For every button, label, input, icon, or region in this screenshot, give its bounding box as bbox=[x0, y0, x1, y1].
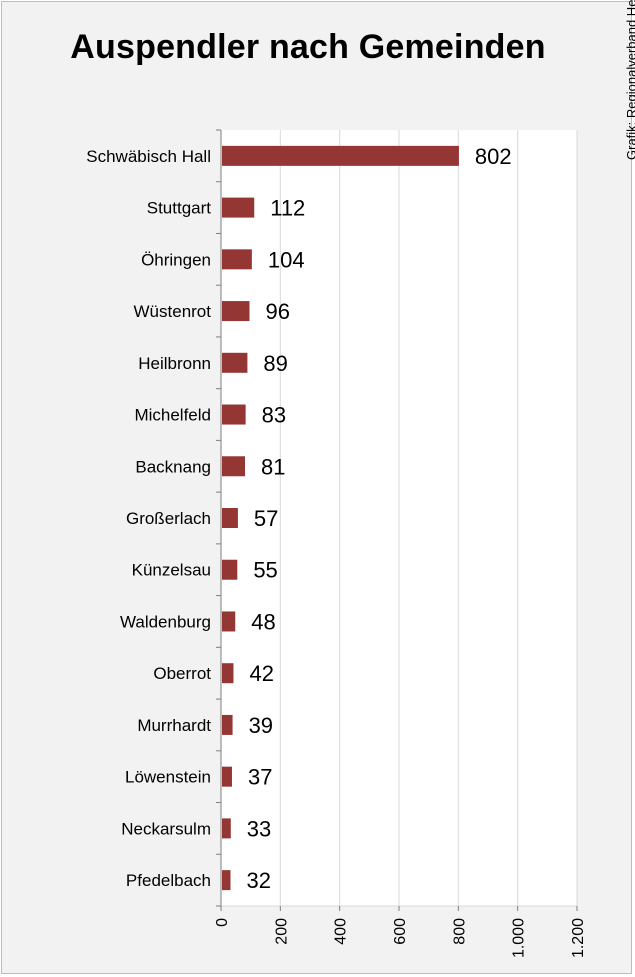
value-label: 89 bbox=[263, 351, 287, 376]
bar bbox=[222, 611, 236, 632]
x-tick-label: 600 bbox=[392, 918, 409, 945]
value-label: 33 bbox=[247, 816, 271, 841]
bar bbox=[222, 197, 255, 218]
bar bbox=[222, 456, 246, 477]
bar bbox=[222, 404, 246, 425]
category-label: Wüstenrot bbox=[134, 302, 212, 321]
x-axis-ticks: 0 200 400 600 800 1.000 1.200 bbox=[214, 129, 587, 958]
category-label: Michelfeld bbox=[134, 406, 211, 425]
value-label: 48 bbox=[251, 609, 275, 634]
category-label: Murrhardt bbox=[137, 716, 211, 735]
bar bbox=[222, 249, 252, 270]
value-label: 39 bbox=[249, 713, 273, 738]
category-label: Heilbronn bbox=[138, 354, 211, 373]
bar bbox=[222, 508, 238, 528]
category-label: Stuttgart bbox=[147, 199, 212, 218]
bar bbox=[222, 818, 231, 839]
x-tick-label: 1.000 bbox=[511, 918, 528, 958]
value-label: 104 bbox=[268, 247, 305, 272]
category-label: Waldenburg bbox=[120, 612, 211, 631]
bar bbox=[222, 352, 248, 373]
bar bbox=[222, 663, 234, 684]
value-label: 55 bbox=[253, 558, 277, 583]
bar bbox=[222, 145, 459, 166]
value-label: 37 bbox=[248, 765, 272, 790]
bar bbox=[222, 714, 233, 735]
value-labels: 802 112 104 96 89 83 81 57 55 48 42 39 37 33 32 bbox=[246, 144, 511, 893]
value-label: 96 bbox=[265, 299, 289, 324]
category-label: Oberrot bbox=[153, 664, 211, 683]
bar bbox=[222, 559, 238, 580]
x-tick-label: 400 bbox=[333, 918, 350, 945]
bar bbox=[222, 766, 232, 787]
x-tick-label: 1.200 bbox=[570, 918, 587, 958]
chart-title: Auspendler nach Gemeinden bbox=[70, 28, 546, 66]
value-label: 802 bbox=[475, 144, 512, 169]
value-label: 81 bbox=[261, 454, 285, 479]
category-label: Öhringen bbox=[141, 250, 211, 269]
category-label: Backnang bbox=[135, 457, 211, 476]
category-label: Großerlach bbox=[126, 509, 211, 528]
bar bbox=[222, 870, 231, 891]
value-label: 42 bbox=[249, 661, 273, 686]
category-label: Pfedelbach bbox=[126, 871, 211, 890]
category-label: Schwäbisch Hall bbox=[86, 147, 211, 166]
x-tick-label: 0 bbox=[214, 918, 231, 927]
bars bbox=[222, 145, 459, 891]
category-label: Löwenstein bbox=[125, 768, 211, 787]
x-tick-label: 800 bbox=[451, 918, 468, 945]
value-label: 57 bbox=[254, 506, 278, 531]
value-label: 112 bbox=[270, 196, 305, 221]
x-tick-label: 200 bbox=[273, 918, 290, 945]
value-label: 83 bbox=[262, 403, 286, 428]
bar bbox=[222, 301, 250, 322]
value-label: 32 bbox=[246, 868, 270, 893]
category-label: Neckarsulm bbox=[121, 819, 211, 838]
category-labels: Schwäbisch Hall Stuttgart Öhringen Wüstenro… bbox=[86, 147, 211, 890]
category-label: Künzelsau bbox=[132, 561, 211, 580]
